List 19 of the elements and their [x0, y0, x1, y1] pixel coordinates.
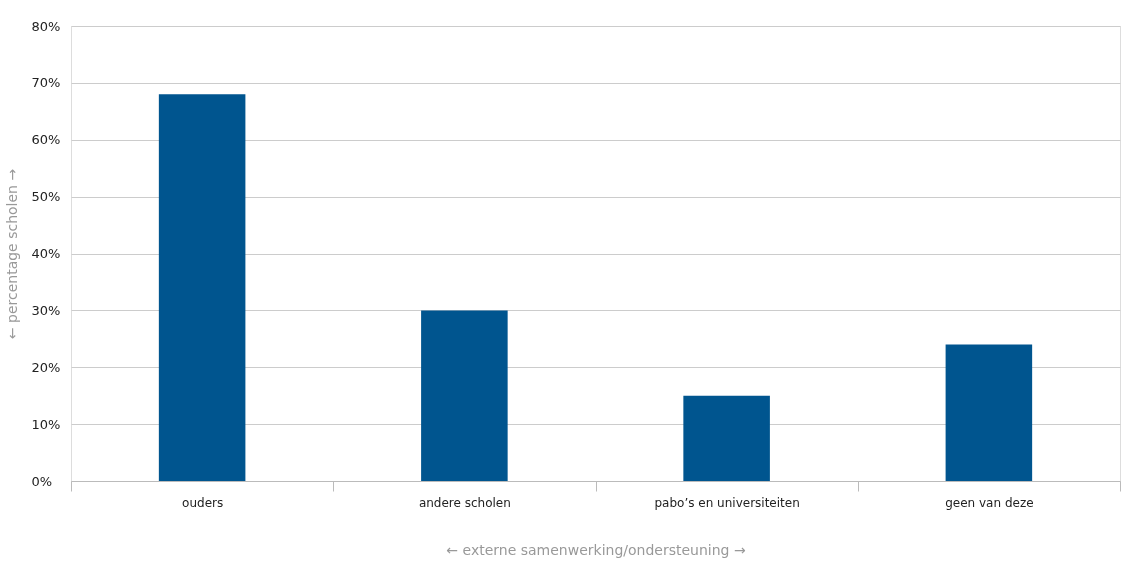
x-tick-label: pabo’s en universiteiten [654, 495, 800, 510]
y-tick-label: 30% [31, 302, 61, 318]
bar [945, 344, 1033, 481]
y-tick-label: 80% [31, 18, 61, 34]
x-tick-label: ouders [182, 495, 224, 510]
y-tick-label: 50% [31, 189, 61, 205]
x-axis-title: ← externe samenwerking/ondersteuning → [446, 541, 746, 558]
y-tick-label: 70% [31, 75, 61, 91]
y-tick-label: 0% [31, 473, 53, 489]
bar [158, 94, 246, 481]
y-tick-label: 20% [31, 359, 61, 375]
y-tick-label: 40% [31, 246, 61, 261]
y-axis-title: ← percentage scholen → [3, 168, 20, 340]
x-tick-label: geen van deze [945, 495, 1034, 510]
x-tick-label: andere scholen [418, 495, 511, 510]
y-tick-label: 60% [31, 132, 61, 148]
bar [683, 395, 770, 481]
y-tick-label: 10% [31, 416, 61, 432]
bar [421, 310, 508, 481]
